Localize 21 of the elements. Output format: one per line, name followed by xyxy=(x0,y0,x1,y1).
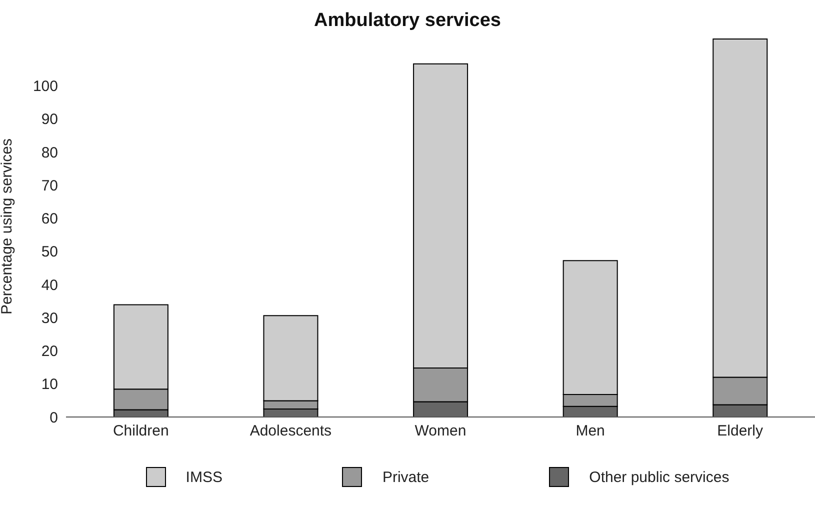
y-axis-title: Percentage using services xyxy=(0,138,16,314)
x-tick-label: Men xyxy=(576,422,605,440)
y-tick-label: 70 xyxy=(41,177,58,194)
y-tick-label: 100 xyxy=(32,78,58,96)
y-tick-label: 0 xyxy=(50,409,58,426)
x-tick-label: Elderly xyxy=(717,422,764,440)
y-tick-label: 20 xyxy=(41,343,58,360)
x-tick-label: Adolescents xyxy=(250,422,332,440)
legend-label: Private xyxy=(382,468,430,486)
y-tick-label: 90 xyxy=(41,111,58,128)
legend-label: IMSS xyxy=(186,468,222,486)
x-tick-label: Women xyxy=(414,422,466,440)
y-tick-label: 30 xyxy=(41,310,58,327)
y-tick-label: 80 xyxy=(41,144,58,162)
x-tick-label: Children xyxy=(112,422,169,440)
y-tick-label: 40 xyxy=(41,276,58,294)
y-tick-label: 60 xyxy=(41,210,58,228)
legend-label: Other public services xyxy=(589,468,730,486)
y-tick-label: 50 xyxy=(41,244,58,261)
chart-title: Ambulatory services xyxy=(313,10,502,32)
y-tick-label: 10 xyxy=(41,376,58,394)
